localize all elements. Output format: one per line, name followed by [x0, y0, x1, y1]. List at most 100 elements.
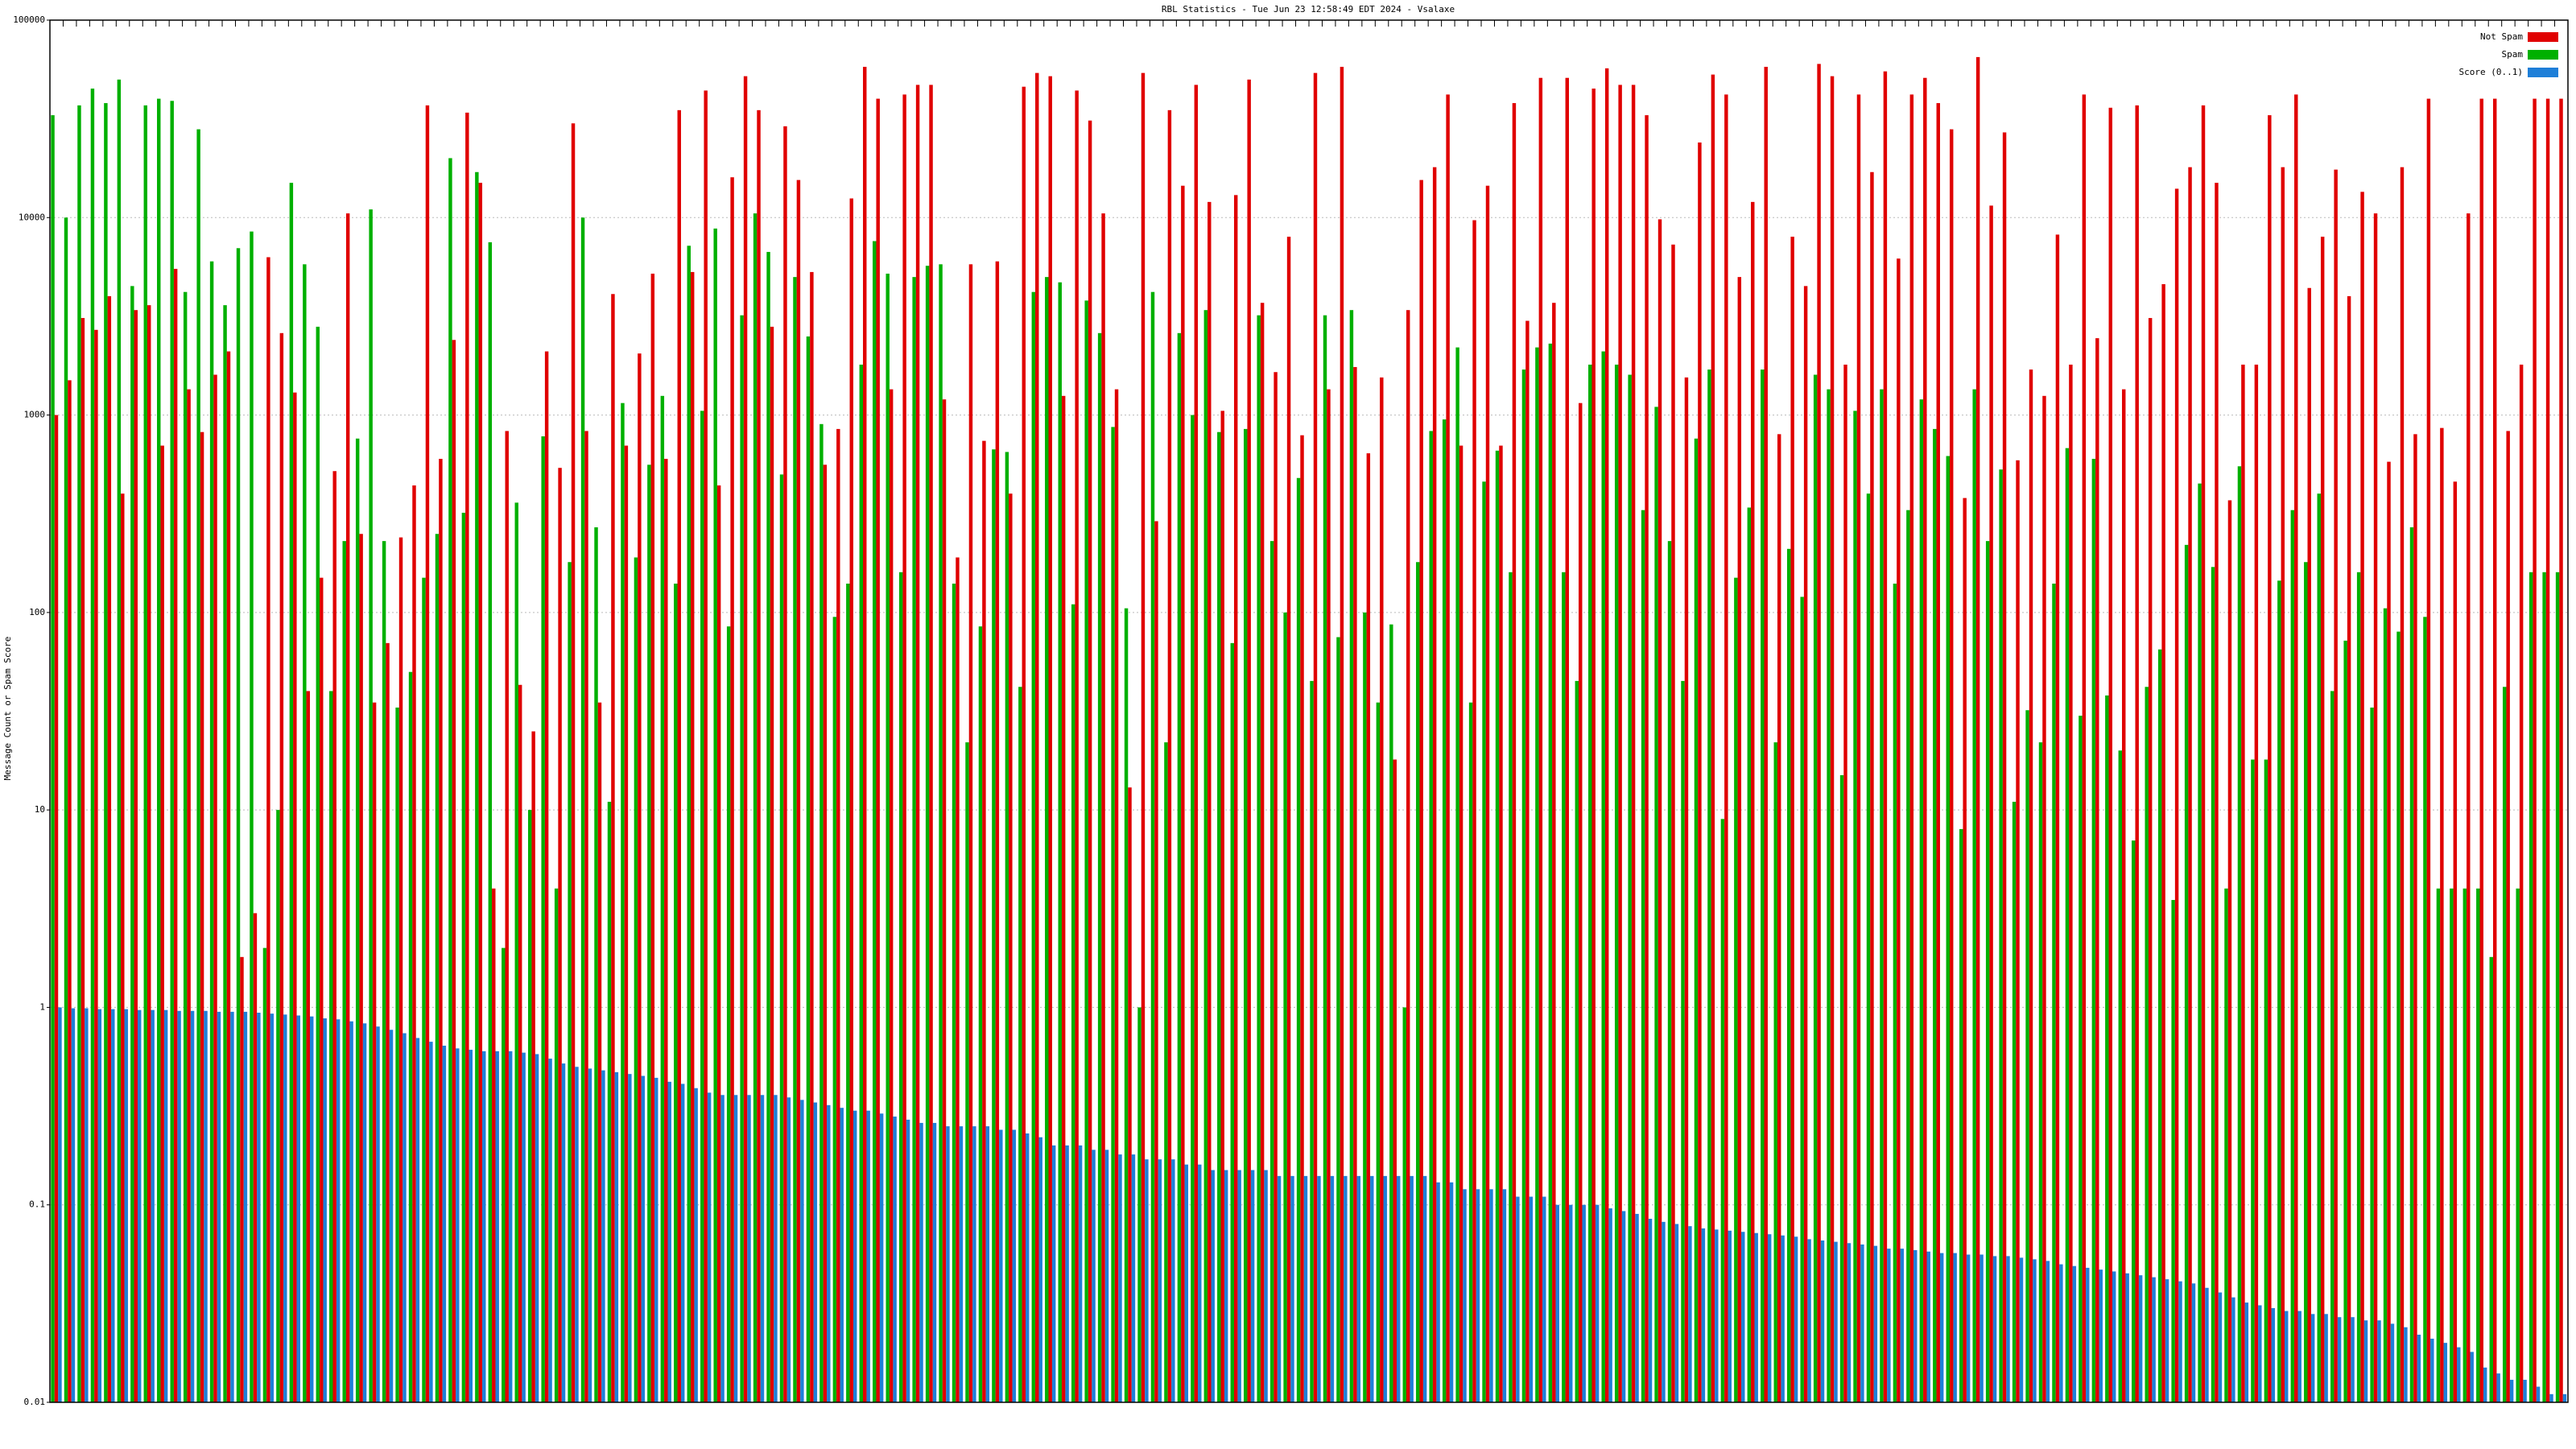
bar	[982, 440, 986, 1403]
bar	[448, 158, 452, 1402]
bar	[1794, 1236, 1798, 1402]
bar	[1807, 1239, 1811, 1402]
bar	[77, 105, 81, 1403]
bar	[733, 1095, 738, 1402]
bar	[2264, 759, 2268, 1402]
bar	[1114, 389, 1119, 1402]
bar	[2457, 1347, 2461, 1402]
bar	[1463, 1189, 1467, 1402]
bar	[1406, 310, 1410, 1402]
bar	[2489, 956, 2493, 1402]
bar	[1648, 1219, 1653, 1402]
bar	[2191, 1283, 2196, 1402]
bar	[230, 1011, 234, 1402]
legend-label: Not Spam	[2480, 31, 2523, 42]
bar	[1741, 1232, 1745, 1402]
bar	[2536, 1386, 2541, 1402]
bar	[770, 326, 774, 1403]
bar	[1191, 415, 1195, 1402]
bar	[257, 1013, 261, 1402]
bar	[1383, 1175, 1387, 1402]
bar	[2184, 544, 2189, 1402]
bar	[1356, 1175, 1361, 1402]
bar	[1410, 1175, 1414, 1402]
bar	[2118, 750, 2123, 1402]
bar	[1489, 1189, 1493, 1402]
bar	[2409, 527, 2414, 1402]
bar	[372, 702, 377, 1402]
bar	[1521, 369, 1526, 1402]
bar	[1075, 90, 1079, 1403]
bar	[1720, 819, 1725, 1402]
bar	[2086, 1267, 2090, 1402]
bar	[544, 351, 549, 1402]
bar	[1296, 477, 1301, 1402]
bar	[1459, 445, 1463, 1402]
bar	[1654, 407, 1658, 1402]
bar	[2227, 500, 2232, 1402]
bar	[2307, 287, 2311, 1402]
bar	[753, 213, 758, 1403]
bar	[439, 458, 443, 1402]
bar	[1300, 435, 1304, 1402]
bar	[1101, 213, 1105, 1403]
bar	[408, 671, 413, 1402]
bar	[94, 329, 98, 1403]
bar	[1422, 1175, 1427, 1402]
bar	[1614, 364, 1619, 1402]
bar	[846, 584, 850, 1402]
bar	[968, 264, 973, 1402]
bar	[2251, 759, 2255, 1402]
bar	[999, 1129, 1003, 1402]
bar	[1244, 428, 1248, 1402]
bar	[170, 101, 174, 1402]
bar	[902, 94, 906, 1402]
bar	[2268, 115, 2272, 1402]
bar	[1979, 1254, 1984, 1402]
bar	[68, 380, 72, 1402]
bar	[1389, 624, 1393, 1402]
bar	[1061, 395, 1066, 1402]
bar	[946, 1126, 950, 1402]
bar	[382, 541, 386, 1402]
bar	[310, 1016, 314, 1402]
bar	[1711, 74, 1715, 1402]
bar	[1588, 364, 1592, 1402]
bar	[1737, 277, 1742, 1403]
bar	[2555, 572, 2560, 1402]
bar	[527, 810, 532, 1402]
bar	[213, 374, 217, 1403]
bar	[2430, 1338, 2434, 1402]
bar	[1883, 71, 1888, 1403]
chart-title: RBL Statistics - Tue Jun 23 12:58:49 EDT…	[1162, 4, 1455, 14]
bar	[2237, 466, 2242, 1402]
bar	[2105, 695, 2109, 1402]
bar	[1323, 315, 1327, 1403]
bar	[740, 315, 744, 1403]
bar	[800, 1100, 804, 1402]
bar	[2396, 631, 2401, 1402]
bar	[1582, 1204, 1586, 1402]
bar	[514, 502, 518, 1403]
bar	[1786, 548, 1791, 1403]
bar	[1919, 399, 1924, 1402]
bar	[1631, 85, 1636, 1403]
bar	[1715, 1229, 1719, 1402]
bar	[813, 1102, 818, 1402]
bar	[1184, 1164, 1189, 1402]
bar	[614, 1071, 619, 1402]
bar	[1022, 86, 1026, 1402]
bar	[2038, 742, 2043, 1402]
bar	[634, 557, 638, 1402]
bar	[2519, 364, 2524, 1402]
bar	[243, 1011, 248, 1402]
bar	[1790, 237, 1794, 1402]
bar	[1009, 493, 1013, 1402]
bar	[475, 171, 479, 1402]
bar	[2351, 1317, 2355, 1402]
bar	[262, 947, 267, 1402]
bar	[2285, 1311, 2289, 1402]
bar	[250, 231, 254, 1402]
